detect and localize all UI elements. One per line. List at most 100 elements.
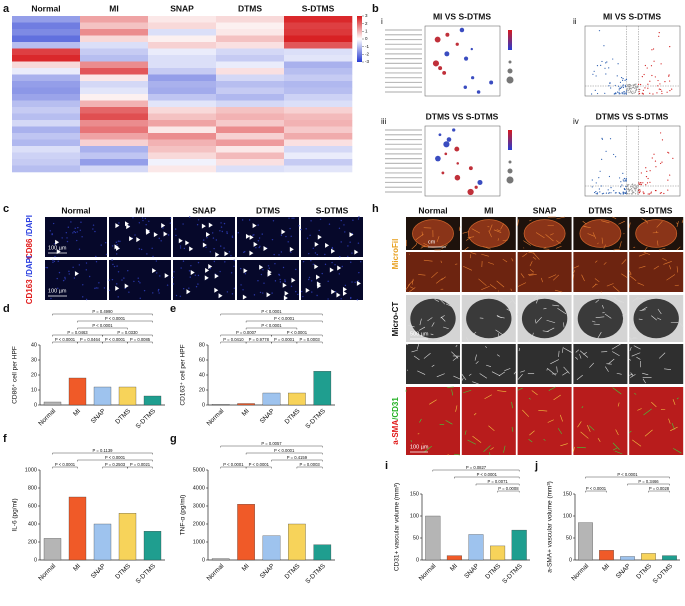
vessel — [573, 446, 575, 453]
volcano-dot — [598, 30, 601, 32]
volcano-dot — [605, 192, 608, 194]
vessel — [563, 322, 565, 328]
nucleus — [80, 221, 82, 223]
p-value: P < 0.0001 — [261, 309, 282, 314]
vessel — [629, 346, 632, 351]
term-dot — [463, 85, 468, 89]
arrowhead — [214, 273, 219, 279]
volcano-dot — [646, 67, 648, 69]
nucleus — [347, 255, 349, 258]
vessel — [518, 347, 521, 352]
volcano-dot — [594, 89, 596, 91]
significance-bracket — [220, 341, 247, 344]
vessel — [607, 296, 617, 298]
term-dot — [452, 128, 456, 132]
y-tick-label: 4000 — [193, 485, 205, 491]
term-dot — [470, 47, 473, 51]
vessel — [543, 308, 547, 310]
p-value: P = 0.0463 — [67, 330, 88, 335]
volcano-dot — [626, 85, 628, 88]
nucleus — [278, 254, 280, 256]
nucleus — [127, 270, 129, 272]
vessel — [415, 233, 424, 241]
scale-label: 500 µm — [410, 331, 429, 337]
vessel — [454, 453, 461, 456]
nucleus — [65, 232, 68, 234]
volcano-dot — [613, 153, 615, 156]
heatmap-cell — [284, 113, 353, 121]
y-tick-label: 150 — [563, 491, 572, 497]
term-dot — [454, 146, 460, 152]
vessel — [643, 251, 651, 256]
heatmap-cell — [80, 87, 149, 95]
heatmap-cell — [216, 87, 285, 95]
nucleus — [77, 226, 79, 229]
y-tick-label: 150 — [410, 491, 419, 497]
heatmap-cell — [216, 133, 285, 140]
subpanel-title: MI VS S-DTMS — [433, 11, 491, 21]
column-label: S-DTMS — [316, 205, 349, 215]
nucleus — [117, 271, 120, 273]
nucleus — [206, 237, 208, 239]
y-tick-label: 100 — [410, 513, 419, 519]
vessel — [440, 260, 442, 264]
vessel — [577, 421, 582, 428]
heatmap-cell — [12, 68, 81, 75]
volcano-dot — [598, 188, 600, 190]
volcano-dot — [659, 83, 661, 85]
vessel — [632, 336, 638, 339]
arrowhead — [201, 223, 206, 229]
bar — [143, 531, 162, 561]
volcano-dot — [649, 80, 651, 82]
volcano-dot — [624, 84, 626, 86]
volcano-dot — [618, 192, 621, 194]
volcano-dot — [660, 88, 662, 91]
arrowhead — [163, 231, 168, 237]
volcano-dot — [638, 183, 641, 185]
heatmap-cell — [284, 35, 353, 43]
vessel — [405, 283, 411, 290]
heatmap-cell — [80, 81, 149, 88]
term-dot — [438, 66, 443, 71]
vessel — [545, 234, 554, 242]
heatmap-cell — [284, 165, 353, 173]
arrowhead — [115, 285, 120, 291]
nucleus — [179, 245, 182, 247]
nucleus — [259, 291, 262, 294]
vessel — [513, 371, 517, 375]
significance-bracket — [648, 490, 670, 493]
heatmap-cell — [12, 133, 81, 140]
volcano-dot — [632, 86, 635, 88]
plot-frame — [584, 25, 681, 97]
heatmap-cell — [216, 100, 285, 108]
volcano-dot — [668, 152, 670, 154]
nucleus — [350, 261, 352, 263]
vessel — [506, 308, 512, 312]
vessel — [527, 273, 534, 276]
y-axis-label: CD86⁺ cell per HPF — [12, 346, 19, 404]
volcano-dot — [602, 192, 605, 194]
bar — [425, 515, 441, 561]
vessel — [612, 442, 620, 450]
heatmap-cell — [284, 16, 353, 23]
micrograph — [45, 217, 107, 257]
nucleus — [213, 260, 216, 263]
heatmap-cell — [80, 126, 149, 134]
nucleus — [116, 283, 118, 285]
volcano-dot — [640, 184, 642, 186]
heatmap-cell — [284, 68, 353, 75]
vessel — [619, 241, 622, 249]
p-value: P < 0.0001 — [274, 316, 295, 321]
vessel — [629, 275, 637, 282]
vessel — [427, 317, 433, 322]
nucleus — [174, 228, 177, 230]
y-tick-label: 20 — [31, 372, 37, 378]
p-value: P = 0.4990 — [92, 309, 113, 314]
y-axis-label: CD163⁺ cell per HPF — [180, 344, 187, 405]
term-dot — [445, 32, 450, 37]
vessel — [482, 246, 491, 250]
nucleus — [308, 278, 310, 281]
nucleus — [231, 236, 234, 239]
vessel — [417, 370, 426, 375]
bar — [93, 523, 112, 561]
